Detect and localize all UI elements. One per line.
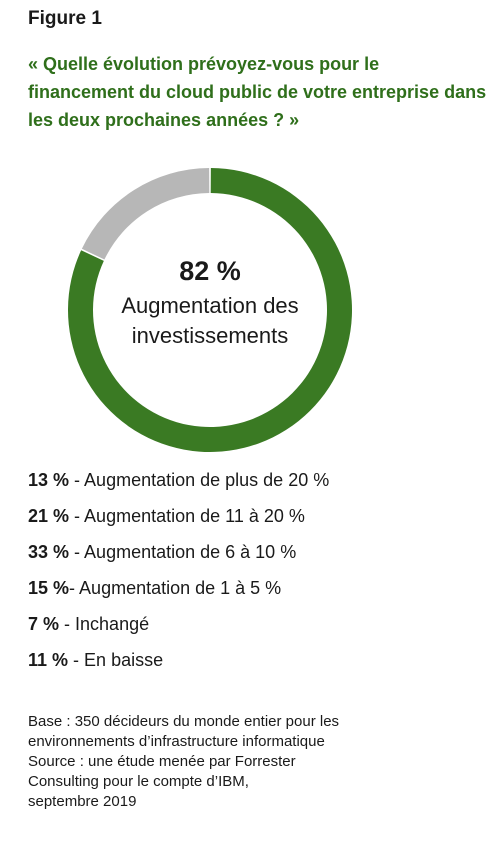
breakdown-separator: -	[69, 542, 85, 562]
chart-question-title: « Quelle évolution prévoyez-vous pour le…	[28, 54, 487, 130]
breakdown-label: Augmentation de 11 à 20 %	[84, 506, 305, 526]
center-label: Augmentation des investissements	[121, 292, 299, 348]
source-line: septembre 2019	[28, 793, 137, 810]
figure-label: Figure 1	[28, 8, 102, 29]
breakdown-separator: -	[69, 470, 85, 490]
breakdown-label: Augmentation de plus de 20 %	[84, 470, 330, 490]
donut-chart	[67, 168, 352, 452]
breakdown-item: 21 % - Augmentation de 11 à 20 %	[28, 502, 329, 538]
breakdown-item: 33 % - Augmentation de 6 à 10 %	[28, 538, 329, 574]
breakdown-percent: 7 %	[28, 614, 60, 634]
breakdown-separator: -	[69, 506, 85, 526]
source-line: environnements d’infrastructure informat…	[28, 733, 325, 750]
breakdown-item: 15 %- Augmentation de 1 à 5 %	[28, 574, 329, 610]
breakdown-item: 7 % - Inchangé	[28, 610, 329, 646]
breakdown-separator: -	[59, 614, 76, 634]
breakdown-list: 13 % - Augmentation de plus de 20 % 21 % …	[28, 466, 329, 682]
source-line: Consulting pour le compte d’IBM,	[28, 773, 249, 790]
donut-slice-other	[81, 168, 210, 260]
breakdown-label: Augmentation de 6 à 10 %	[84, 542, 297, 562]
center-value: 82 %	[179, 255, 241, 286]
source-line: Source : une étude menée par Forrester	[28, 753, 296, 770]
breakdown-separator: -	[69, 578, 80, 598]
breakdown-label: Inchangé	[75, 614, 150, 634]
breakdown-percent: 21 %	[28, 506, 70, 526]
breakdown-percent: 13 %	[28, 470, 70, 490]
breakdown-item: 13 % - Augmentation de plus de 20 %	[28, 466, 329, 502]
breakdown-label: Augmentation de 1 à 5 %	[79, 578, 282, 598]
breakdown-percent: 11 %	[28, 650, 69, 670]
breakdown-percent: 15 %	[28, 578, 70, 598]
breakdown-percent: 33 %	[28, 542, 70, 562]
source-line: Base : 350 décideurs du monde entier pou…	[28, 713, 340, 730]
source-note: Base : 350 décideurs du monde entier pou…	[28, 712, 488, 812]
breakdown-item: 11 % - En baisse	[28, 646, 329, 682]
breakdown-separator: -	[68, 650, 85, 670]
donut-center: 82 % Augmentation des investissements	[60, 160, 360, 460]
breakdown-label: En baisse	[84, 650, 164, 670]
